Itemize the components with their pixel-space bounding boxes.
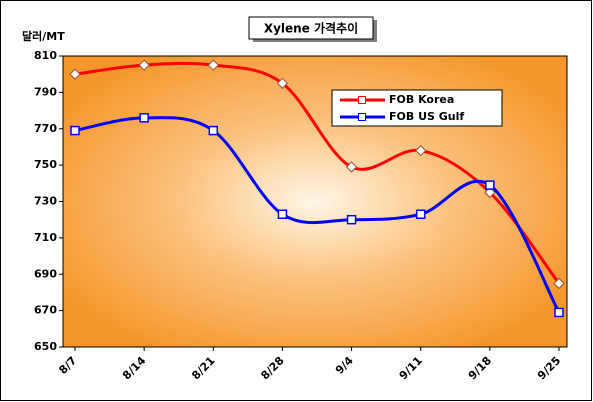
y-axis-label: 달러/MT <box>22 29 65 43</box>
legend-marker <box>358 113 366 121</box>
legend-label: FOB Korea <box>389 93 454 106</box>
chart-title: Xylene 가격추이 <box>264 21 358 36</box>
legend-marker <box>358 96 366 104</box>
marker <box>484 186 496 199</box>
marker <box>346 214 357 225</box>
marker <box>139 113 149 123</box>
title-box <box>248 16 374 40</box>
marker <box>70 125 80 136</box>
y-tick-label: 710 <box>34 231 57 244</box>
marker <box>138 59 150 71</box>
y-tick-label: 670 <box>34 304 57 317</box>
y-tick-label: 690 <box>34 267 57 280</box>
legend-label: FOB US Gulf <box>389 110 464 123</box>
marker <box>69 68 81 80</box>
y-tick-label: 810 <box>34 49 57 62</box>
marker <box>415 209 426 219</box>
marker <box>208 125 219 136</box>
marker <box>207 59 219 71</box>
marker <box>345 161 358 173</box>
marker <box>415 144 427 157</box>
y-tick-label: 790 <box>34 85 57 98</box>
y-tick-label: 750 <box>34 158 57 171</box>
y-tick-label: 770 <box>34 122 57 135</box>
marker <box>276 77 289 89</box>
y-tick-label: 650 <box>34 340 57 353</box>
marker <box>554 307 564 318</box>
marker <box>277 209 288 219</box>
marker <box>485 180 495 190</box>
y-tick-label: 730 <box>34 195 57 208</box>
marker <box>553 277 565 290</box>
